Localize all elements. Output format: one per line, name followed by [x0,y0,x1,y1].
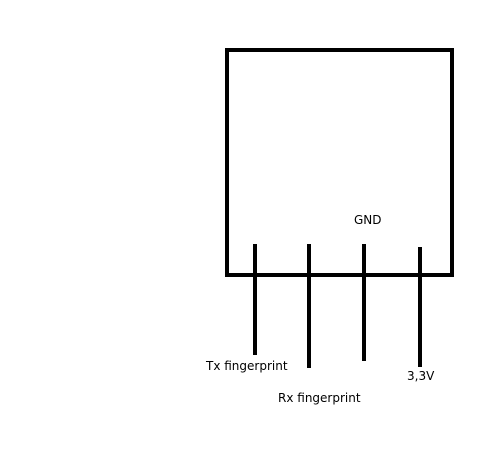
module-body [225,48,454,277]
label-gnd: GND [354,213,382,227]
label-tx-fingerprint: Tx fingerprint [206,359,288,373]
label-rx-fingerprint: Rx fingerprint [278,391,361,405]
label-3v3: 3,3V [407,369,435,383]
